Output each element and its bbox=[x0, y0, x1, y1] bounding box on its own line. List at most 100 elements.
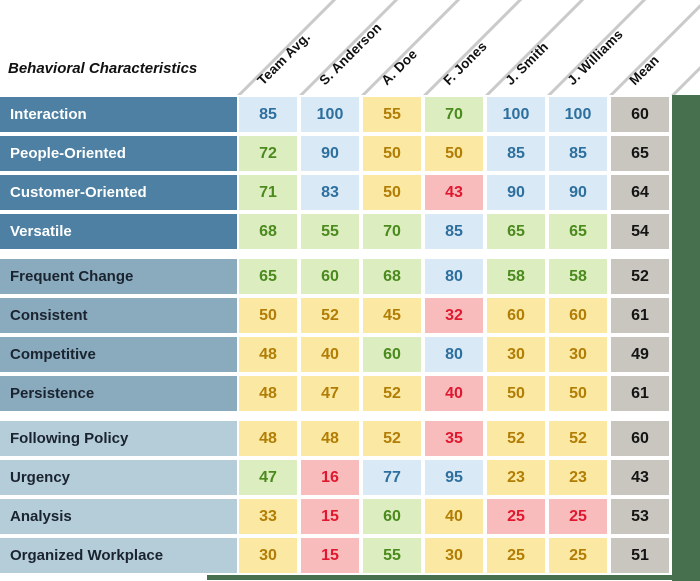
row-label: Consistent bbox=[0, 298, 237, 333]
score-cell: 72 bbox=[239, 136, 297, 171]
score-cell: 49 bbox=[611, 337, 669, 372]
score-cell: 48 bbox=[239, 337, 297, 372]
score-cell: 58 bbox=[549, 259, 607, 294]
column-header: Team Avg. bbox=[254, 29, 314, 88]
score-cell: 47 bbox=[239, 460, 297, 495]
score-cell: 30 bbox=[239, 538, 297, 573]
row-label: Versatile bbox=[0, 214, 237, 249]
score-cell: 95 bbox=[425, 460, 483, 495]
score-cell: 54 bbox=[611, 214, 669, 249]
score-cell: 55 bbox=[363, 97, 421, 132]
score-cell: 30 bbox=[425, 538, 483, 573]
right-accent-strip bbox=[672, 95, 700, 581]
score-cell: 45 bbox=[363, 298, 421, 333]
row-label: Following Policy bbox=[0, 421, 237, 456]
score-cell: 23 bbox=[549, 460, 607, 495]
score-cell: 70 bbox=[425, 97, 483, 132]
column-header: J. Williams bbox=[564, 26, 626, 88]
score-cell: 55 bbox=[363, 538, 421, 573]
score-cell: 65 bbox=[487, 214, 545, 249]
score-cell: 52 bbox=[611, 259, 669, 294]
score-cell: 33 bbox=[239, 499, 297, 534]
row-group: Frequent Change 65 60 68 80 58 58 52 Consistent 5… bbox=[0, 259, 671, 411]
score-cell: 25 bbox=[487, 499, 545, 534]
score-cell: 50 bbox=[425, 136, 483, 171]
score-cell: 16 bbox=[301, 460, 359, 495]
score-cell: 50 bbox=[487, 376, 545, 411]
score-cell: 52 bbox=[549, 421, 607, 456]
score-cell: 80 bbox=[425, 259, 483, 294]
score-cell: 60 bbox=[549, 298, 607, 333]
score-cell: 77 bbox=[363, 460, 421, 495]
score-cell: 50 bbox=[363, 175, 421, 210]
score-cell: 40 bbox=[425, 499, 483, 534]
score-cell: 55 bbox=[301, 214, 359, 249]
score-cell: 25 bbox=[549, 499, 607, 534]
column-header: A. Doe bbox=[378, 46, 421, 88]
score-cell: 48 bbox=[239, 421, 297, 456]
table-header: Behavioral Characteristics Team Avg. S. A… bbox=[0, 0, 700, 95]
score-cell: 15 bbox=[301, 538, 359, 573]
score-cell: 25 bbox=[549, 538, 607, 573]
row-label: Urgency bbox=[0, 460, 237, 495]
score-cell: 51 bbox=[611, 538, 669, 573]
score-cell: 65 bbox=[611, 136, 669, 171]
column-header: J. Smith bbox=[502, 39, 552, 88]
score-cell: 65 bbox=[549, 214, 607, 249]
score-cell: 68 bbox=[363, 259, 421, 294]
score-cell: 71 bbox=[239, 175, 297, 210]
score-cell: 90 bbox=[549, 175, 607, 210]
score-cell: 60 bbox=[363, 499, 421, 534]
score-cell: 60 bbox=[363, 337, 421, 372]
row-group: Interaction 85 100 55 70 100 100 60 People-Orien… bbox=[0, 97, 671, 249]
score-cell: 60 bbox=[301, 259, 359, 294]
score-cell: 52 bbox=[487, 421, 545, 456]
score-cell: 61 bbox=[611, 376, 669, 411]
score-cell: 64 bbox=[611, 175, 669, 210]
score-cell: 85 bbox=[425, 214, 483, 249]
score-cell: 30 bbox=[549, 337, 607, 372]
score-cell: 60 bbox=[611, 97, 669, 132]
bottom-accent-line bbox=[207, 575, 700, 580]
score-cell: 52 bbox=[363, 376, 421, 411]
score-cell: 48 bbox=[239, 376, 297, 411]
score-cell: 60 bbox=[487, 298, 545, 333]
score-cell: 25 bbox=[487, 538, 545, 573]
score-cell: 90 bbox=[487, 175, 545, 210]
score-cell: 50 bbox=[549, 376, 607, 411]
score-cell: 100 bbox=[549, 97, 607, 132]
score-cell: 52 bbox=[363, 421, 421, 456]
score-cell: 23 bbox=[487, 460, 545, 495]
row-label: Analysis bbox=[0, 499, 237, 534]
score-cell: 100 bbox=[301, 97, 359, 132]
score-cell: 68 bbox=[239, 214, 297, 249]
row-label: Organized Workplace bbox=[0, 538, 237, 573]
score-cell: 100 bbox=[487, 97, 545, 132]
score-cell: 47 bbox=[301, 376, 359, 411]
score-cell: 40 bbox=[301, 337, 359, 372]
score-cell: 43 bbox=[425, 175, 483, 210]
score-cell: 43 bbox=[611, 460, 669, 495]
row-label: Customer-Oriented bbox=[0, 175, 237, 210]
row-label: Persistence bbox=[0, 376, 237, 411]
column-header: S. Anderson bbox=[316, 19, 385, 88]
row-group: Following Policy 48 48 52 35 52 52 60 Urgency 47 1… bbox=[0, 421, 671, 573]
score-cell: 85 bbox=[487, 136, 545, 171]
score-cell: 83 bbox=[301, 175, 359, 210]
score-cell: 85 bbox=[549, 136, 607, 171]
column-header: F. Jones bbox=[440, 38, 490, 88]
score-cell: 32 bbox=[425, 298, 483, 333]
row-label: Competitive bbox=[0, 337, 237, 372]
row-label: People-Oriented bbox=[0, 136, 237, 171]
score-cell: 80 bbox=[425, 337, 483, 372]
row-label: Frequent Change bbox=[0, 259, 237, 294]
score-cell: 58 bbox=[487, 259, 545, 294]
score-cell: 70 bbox=[363, 214, 421, 249]
score-cell: 48 bbox=[301, 421, 359, 456]
row-label: Interaction bbox=[0, 97, 237, 132]
score-cell: 65 bbox=[239, 259, 297, 294]
score-cell: 15 bbox=[301, 499, 359, 534]
score-cell: 50 bbox=[239, 298, 297, 333]
score-cell: 85 bbox=[239, 97, 297, 132]
